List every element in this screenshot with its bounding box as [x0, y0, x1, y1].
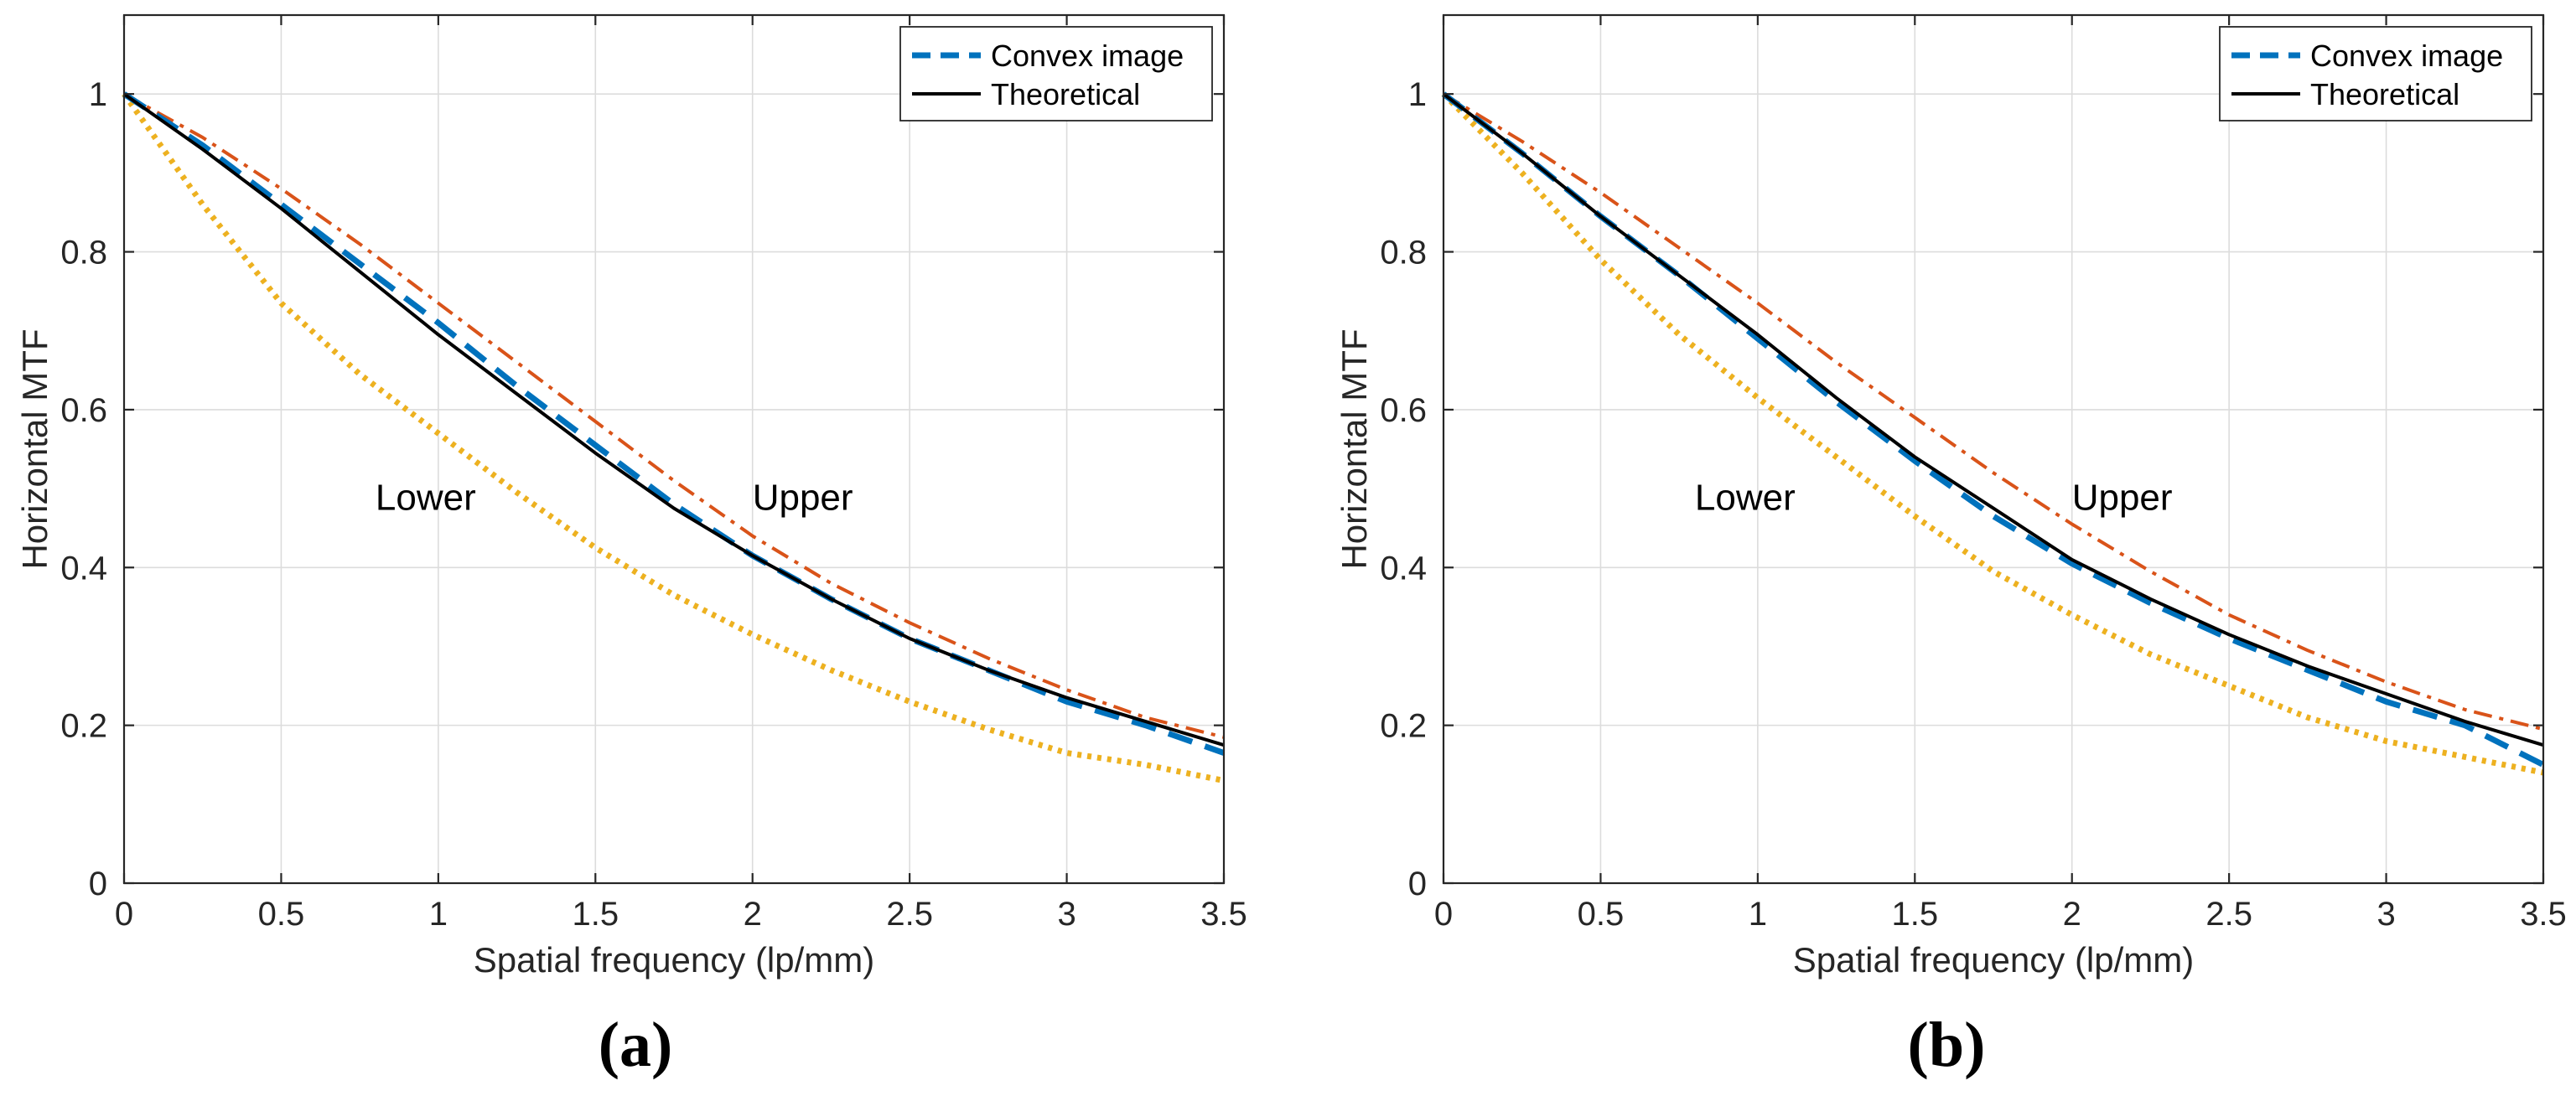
panel-label-b: (b) — [1908, 1010, 1986, 1080]
y-axis-label: Horizontal MTF — [1335, 328, 1374, 569]
legend-box — [899, 26, 1213, 121]
y-tick-label: 0.8 — [1380, 235, 1427, 271]
plot-frame — [122, 13, 1226, 885]
series-line-lower — [1441, 91, 2544, 776]
x-axis-label: Spatial frequency (lp/mm) — [1793, 940, 2195, 980]
x-tick-label: 0.5 — [258, 896, 305, 933]
x-tick-label: 1 — [1749, 896, 1767, 933]
y-tick-label: 0 — [89, 866, 107, 902]
x-tick-label: 2 — [744, 896, 762, 933]
y-tick-label: 0.4 — [60, 550, 107, 587]
legend: Convex image Theoretical — [2219, 26, 2532, 121]
series-line-convex-image — [1441, 91, 2545, 768]
y-axis-label: Horizontal MTF — [15, 328, 54, 569]
legend-box — [2219, 26, 2532, 121]
y-tick-label: 0.4 — [1380, 550, 1427, 587]
series-line-convex-image — [122, 91, 1226, 756]
y-tick-label: 0.8 — [60, 235, 107, 271]
series-line-lower — [122, 92, 1225, 784]
x-tick-label: 3 — [1057, 896, 1075, 933]
x-tick-label: 3 — [2376, 896, 2395, 933]
legend-label-convex-image: Convex image — [991, 39, 1184, 73]
legend: Convex image Theoretical — [899, 26, 1213, 121]
chart-panel-b: 0 0.5 1 1.5 2 2.5 3 3.5 0 0.2 0.4 0.6 0.8 1 Spatial fr… — [1335, 13, 2567, 980]
x-tick-label: 0 — [1434, 896, 1453, 933]
y-tick-label: 0.6 — [60, 392, 107, 429]
chart-panel-a: 0 0.5 1 1.5 2 2.5 3 3.5 0 0.2 0.4 0.6 0.8 1 Spatial fr… — [15, 13, 1247, 980]
x-tick-label: 1.5 — [1891, 896, 1938, 933]
series-line-theoretical — [122, 92, 1225, 747]
plot-frame — [1442, 13, 2545, 885]
y-tick-label: 0 — [1408, 866, 1427, 902]
x-tick-label: 0.5 — [1578, 896, 1625, 933]
legend-label-convex-image: Convex image — [2310, 39, 2503, 73]
x-tick-label: 0 — [115, 896, 133, 933]
x-tick-label: 2.5 — [886, 896, 933, 933]
series-line-theoretical — [1442, 92, 2544, 747]
series-line-upper — [123, 92, 1225, 739]
x-tick-label: 1 — [429, 896, 448, 933]
legend-label-theoretical: Theoretical — [2310, 77, 2459, 111]
y-tick-label: 0.6 — [1380, 392, 1427, 429]
series-line-upper — [1442, 92, 2544, 732]
annotation-lower: Lower — [1695, 478, 1796, 519]
y-tick-label: 1 — [89, 76, 107, 113]
x-tick-label: 3.5 — [1200, 896, 1247, 933]
panel-label-a: (a) — [599, 1010, 673, 1080]
x-tick-label: 3.5 — [2520, 896, 2567, 933]
legend-label-theoretical: Theoretical — [991, 77, 1140, 111]
x-tick-label: 2.5 — [2205, 896, 2252, 933]
y-tick-label: 1 — [1408, 76, 1427, 113]
y-tick-label: 0.2 — [1380, 708, 1427, 745]
annotation-upper: Upper — [2072, 478, 2173, 519]
annotation-upper: Upper — [753, 478, 853, 519]
x-axis-label: Spatial frequency (lp/mm) — [474, 940, 875, 980]
y-tick-label: 0.2 — [60, 708, 107, 745]
x-tick-label: 1.5 — [572, 896, 619, 933]
x-tick-label: 2 — [2063, 896, 2081, 933]
annotation-lower: Lower — [376, 478, 476, 519]
